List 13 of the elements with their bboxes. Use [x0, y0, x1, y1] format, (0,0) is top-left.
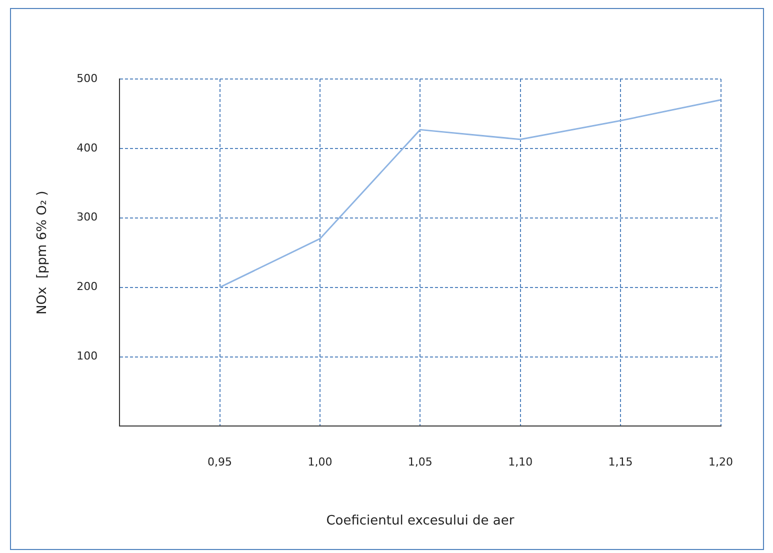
x-tick-label: 1,00	[308, 456, 332, 469]
y-tick-label: 100	[76, 350, 98, 363]
x-tick-label: 0,95	[208, 456, 232, 469]
x-tick-label: 1,10	[508, 456, 533, 469]
x-tick-label: 1,15	[608, 456, 633, 469]
x-tick-label: 1,05	[408, 456, 432, 469]
x-tick-label: 1,20	[708, 456, 734, 469]
y-tick-label: 300	[76, 210, 98, 224]
y-tick-label: 500	[76, 72, 98, 85]
y-tick-label: 200	[76, 280, 98, 294]
x-axis-title: Coeficientul excesului de aer	[326, 514, 515, 529]
y-axis-title: NOx [ppm 6% O₂ )	[35, 190, 50, 314]
y-tick-label: 400	[76, 141, 98, 154]
